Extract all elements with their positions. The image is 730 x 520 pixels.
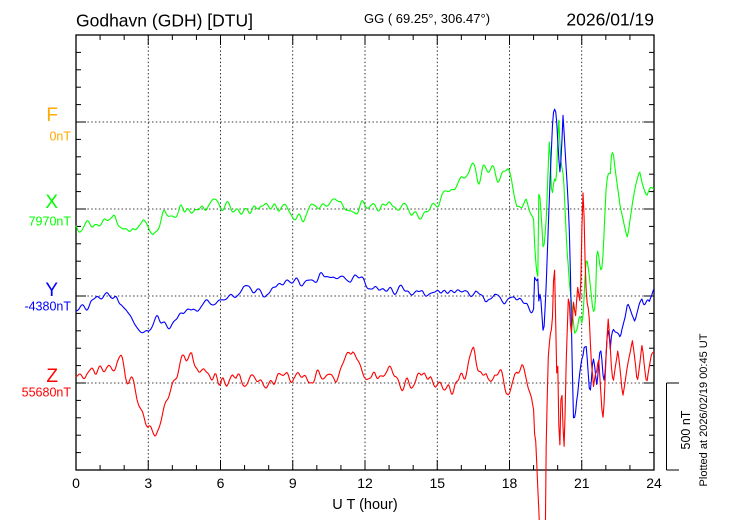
svg-text:0: 0: [72, 475, 80, 491]
svg-text:GG ( 69.25°, 306.47°): GG ( 69.25°, 306.47°): [364, 11, 490, 26]
svg-text:2026/01/19: 2026/01/19: [566, 10, 654, 30]
svg-text:12: 12: [357, 475, 373, 491]
svg-text:0nT: 0nT: [49, 130, 71, 144]
svg-text:Godhavn (GDH) [DTU]: Godhavn (GDH) [DTU]: [76, 11, 253, 31]
svg-text:Y: Y: [45, 280, 58, 301]
svg-text:24: 24: [646, 475, 662, 491]
svg-text:15: 15: [429, 475, 445, 491]
svg-text:F: F: [46, 105, 58, 126]
svg-text:7970nT: 7970nT: [29, 215, 72, 229]
svg-text:9: 9: [289, 475, 297, 491]
svg-text:Plotted at 2026/02/19 00:45 UT: Plotted at 2026/02/19 00:45 UT: [698, 333, 710, 486]
svg-text:500 nT: 500 nT: [679, 410, 693, 449]
svg-text:U T (hour): U T (hour): [332, 497, 398, 513]
svg-text:21: 21: [574, 475, 590, 491]
svg-text:6: 6: [217, 475, 225, 491]
svg-text:3: 3: [144, 475, 152, 491]
svg-text:Z: Z: [46, 366, 58, 387]
svg-text:55680nT: 55680nT: [22, 386, 72, 400]
svg-text:-4380nT: -4380nT: [24, 300, 71, 314]
svg-text:18: 18: [502, 475, 518, 491]
svg-text:X: X: [45, 192, 58, 213]
